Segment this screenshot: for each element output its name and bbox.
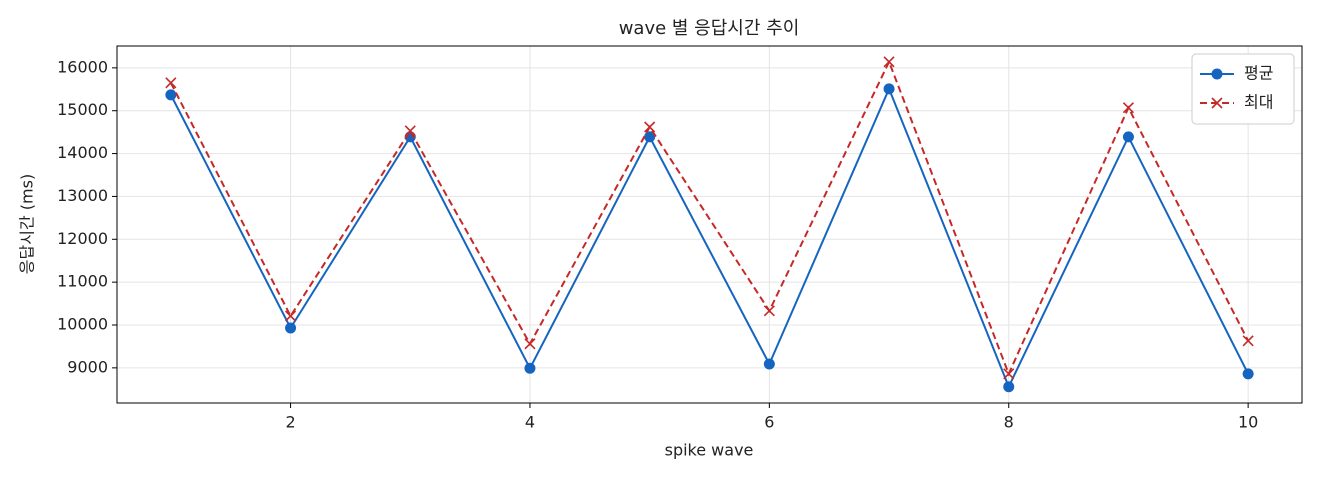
marker-cross [1122, 102, 1135, 114]
marker-cross [524, 338, 536, 350]
legend-label: 평균 [1244, 64, 1273, 83]
x-tick-label: 2 [285, 413, 295, 432]
x-tick-label: 8 [1004, 413, 1014, 432]
data-point [644, 121, 656, 133]
legend-label: 최대 [1244, 93, 1273, 112]
data-point [1003, 381, 1015, 393]
y-tick-label: 10000 [57, 315, 108, 334]
marker-cross [763, 305, 775, 317]
data-point [1003, 368, 1015, 380]
series-line [169, 59, 1250, 377]
data-point [644, 131, 656, 143]
data-point [1122, 102, 1135, 114]
x-axis-label: spike wave [665, 441, 754, 460]
marker-cross [1003, 368, 1015, 380]
y-tick-label: 13000 [57, 186, 108, 205]
data-point [1122, 131, 1134, 143]
data-point [285, 322, 297, 334]
series-line [169, 86, 1250, 390]
y-axis-label: 응답시간 (ms) [18, 174, 37, 274]
legend-box [1191, 53, 1295, 125]
marker-cross [404, 125, 416, 137]
data-point [524, 362, 536, 374]
marker-cross [284, 310, 297, 322]
data-point [524, 338, 536, 350]
data-point [165, 89, 177, 101]
data-point [763, 358, 775, 370]
legend-marker [1211, 68, 1223, 80]
data-point [404, 125, 416, 137]
data-point [883, 56, 895, 68]
data-point [883, 83, 895, 95]
y-tick-label: 9000 [67, 357, 108, 376]
x-tick-label: 6 [764, 413, 774, 432]
x-tick-label: 4 [525, 413, 535, 432]
y-tick-label: 14000 [57, 143, 108, 162]
y-tick-label: 16000 [57, 57, 108, 76]
marker-cross [883, 56, 895, 68]
y-tick-label: 11000 [57, 272, 108, 291]
data-point [165, 77, 177, 89]
data-point [1242, 368, 1254, 380]
marker-cross [1242, 335, 1254, 347]
chart-title: wave 별 응답시간 추이 [619, 18, 800, 39]
marker-cross [165, 77, 177, 89]
data-point [284, 310, 297, 322]
marker-cross [1211, 97, 1223, 109]
data-point [763, 305, 775, 317]
y-tick-label: 15000 [57, 100, 108, 119]
plot-frame [116, 45, 1303, 404]
y-tick-label: 12000 [57, 229, 108, 248]
marker-cross [644, 121, 656, 133]
x-tick-label: 10 [1238, 413, 1258, 432]
legend-marker [1211, 97, 1223, 109]
data-point [1242, 335, 1254, 347]
